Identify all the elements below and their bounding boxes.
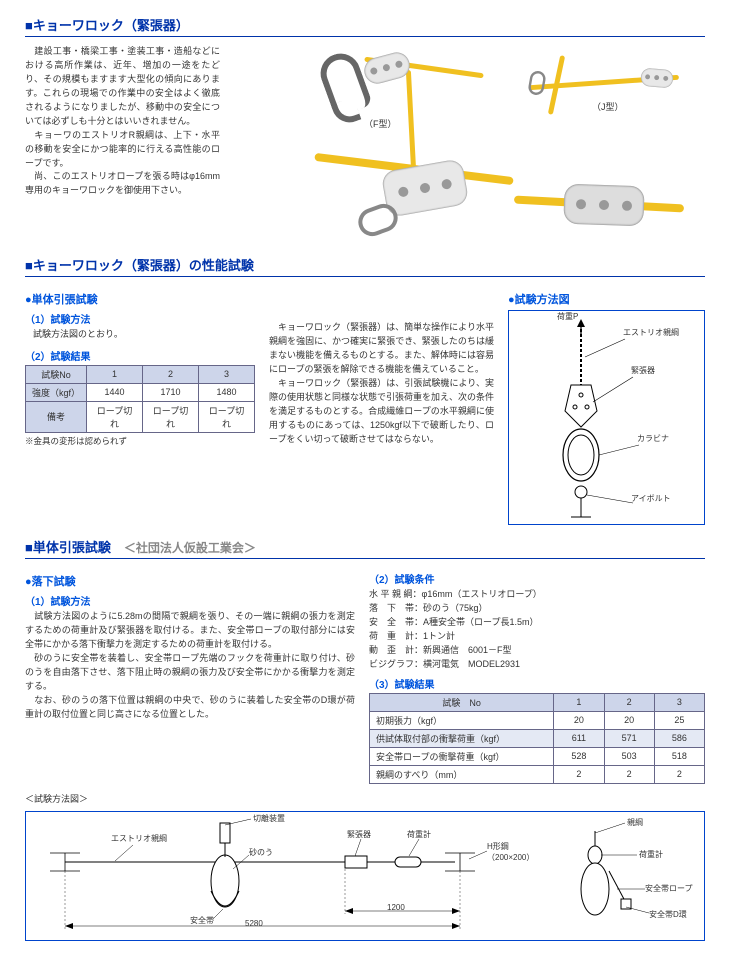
lbl-tens: 緊張器 <box>631 365 655 376</box>
t2r23: 518 <box>654 747 704 765</box>
lbl-rope: エストリオ親綱 <box>623 327 679 338</box>
dl-h: H形鋼 （200×200） <box>487 841 534 863</box>
t1-h2: 2 <box>143 365 199 383</box>
t2r22: 503 <box>604 747 654 765</box>
dl-span1: 5280 <box>245 919 263 928</box>
cond-1: 落 下 帯：砂のう（75kg） <box>369 602 705 616</box>
t2r13: 586 <box>654 729 704 747</box>
cond-5: ビジグラフ：横河電気 MODEL2931 <box>369 658 705 672</box>
section1-body: 建設工事・橋梁工事・塗装工事・造船などにおける高所作業は、近年、増加の一途をたど… <box>25 45 220 255</box>
s3-cond-h: （2）試験条件 <box>369 571 705 586</box>
section3-left: ●落下試験 （1）試験方法 試験方法図のように5.28mの間隔で親綱を張り、その… <box>25 567 355 784</box>
t2r03: 25 <box>654 711 704 729</box>
dl-load2: 荷重計 <box>639 849 663 860</box>
s3-result-h: （3）試験結果 <box>369 676 705 691</box>
dl-belt: 安全帯 <box>190 915 214 926</box>
s3-method-t: 試験方法図のように5.28mの間隔で親綱を張り、その一端に親綱の張力を測定するた… <box>25 610 355 722</box>
t1-h3: 3 <box>198 365 254 383</box>
cond-2: 安 全 帯：A種安全帯（ロープ長1.5m） <box>369 616 705 630</box>
section2-title: ■キョーワロック（緊張器）の性能試験 <box>25 255 705 277</box>
t2-h3: 3 <box>654 693 704 711</box>
dl-sand: 砂のう <box>249 847 273 858</box>
section2-right: ●試験方法図 <box>508 285 705 525</box>
t2r21: 528 <box>554 747 604 765</box>
t2-h1: 1 <box>554 693 604 711</box>
t2r33: 2 <box>654 765 704 783</box>
section2-left: ●単体引張試験 （1）試験方法 試験方法図のとおり。 （2）試験結果 試験No … <box>25 285 255 525</box>
t1-r1-l: 備考 <box>26 401 87 432</box>
t2r32: 2 <box>604 765 654 783</box>
t2r31: 2 <box>554 765 604 783</box>
dl-span2: 1200 <box>387 903 405 912</box>
t1-h1: 1 <box>87 365 143 383</box>
dl-cut: 切離装置 <box>253 813 285 824</box>
t1-r1-3: ロープ切れ <box>198 401 254 432</box>
t2-h2: 2 <box>604 693 654 711</box>
dl-parent: 親綱 <box>627 817 643 828</box>
method-h: （1）試験方法 <box>25 311 255 326</box>
lbl-eye: アイボルト <box>631 493 671 504</box>
drop-title: ●落下試験 <box>25 573 355 589</box>
s3-sub: ＜社団法人仮設工業会＞ <box>124 541 256 555</box>
section3-right: （2）試験条件 水 平 親 綱：φ16mm（エストリオロープ） 落 下 帯：砂の… <box>369 567 705 784</box>
cond-0: 水 平 親 綱：φ16mm（エストリオロープ） <box>369 588 705 602</box>
t2r11: 611 <box>554 729 604 747</box>
cond-list: 水 平 親 綱：φ16mm（エストリオロープ） 落 下 帯：砂のう（75kg） … <box>369 588 705 672</box>
dl-tens: 緊張器 <box>347 829 371 840</box>
t2r2l: 安全帯ロープの衝撃荷重（kgf） <box>370 747 554 765</box>
test-diagram-svg <box>513 317 700 518</box>
t2r1l: 供試体取付部の衝撃荷重（kgf） <box>370 729 554 747</box>
dl-beltrope: 安全帯ロープ <box>645 883 693 894</box>
lbl-p: 荷重P <box>557 311 578 322</box>
t1-r0-2: 1710 <box>143 383 199 401</box>
unit-test-title: ●単体引張試験 <box>25 291 255 307</box>
lbl-cara: カラビナ <box>637 433 669 444</box>
t2r12: 571 <box>604 729 654 747</box>
t1-r1-2: ロープ切れ <box>143 401 199 432</box>
t1-r0-l: 強度（kgf） <box>26 383 87 401</box>
t1-r1-1: ロープ切れ <box>87 401 143 432</box>
t1-r0-1: 1440 <box>87 383 143 401</box>
s3-t: ■単体引張試験 <box>25 540 111 555</box>
diagram3: エストリオ親綱 切離装置 砂のう 安全帯 緊張器 荷重計 H形鋼 （200×20… <box>25 811 705 944</box>
t2-h0: 試験 No <box>370 693 554 711</box>
result-table-2: 試験 No 1 2 3 初期張力（kgf）202025 供試体取付部の衝撃荷重（… <box>369 693 705 784</box>
section1-title: ■キョーワロック（緊張器） <box>25 15 705 37</box>
result-h: （2）試験結果 <box>25 348 255 363</box>
t2r02: 20 <box>604 711 654 729</box>
section2-body: キョーワロック（緊張器）は、簡単な操作により水平親綱を強固に、かつ確実に緊張でき… <box>269 321 494 446</box>
t2r0l: 初期張力（kgf） <box>370 711 554 729</box>
result-table-1: 試験No 1 2 3 強度（kgf） 1440 1710 1480 備考 ロープ… <box>25 365 255 433</box>
section2-mid: キョーワロック（緊張器）は、簡単な操作により水平親綱を強固に、かつ確実に緊張でき… <box>269 285 494 525</box>
dl-load: 荷重計 <box>407 829 431 840</box>
product-photos: （F型） （J型） <box>234 45 705 255</box>
t2r01: 20 <box>554 711 604 729</box>
f-label: （F型） <box>364 117 397 130</box>
table-note: ※金具の変形は認められず <box>25 435 255 447</box>
section3-title: ■単体引張試験 ＜社団法人仮設工業会＞ <box>25 537 705 559</box>
j-label: （J型） <box>592 100 624 113</box>
diag-title: ●試験方法図 <box>508 291 705 307</box>
s3-method-h: （1）試験方法 <box>25 593 355 608</box>
intro-text: 建設工事・橋梁工事・塗装工事・造船などにおける高所作業は、近年、増加の一途をたど… <box>25 45 220 198</box>
t2r3l: 親綱のすべり（mm） <box>370 765 554 783</box>
t1-r0-3: 1480 <box>198 383 254 401</box>
diag3-title: ＜試験方法図＞ <box>25 792 705 805</box>
dl-dring: 安全帯D環 <box>649 909 687 920</box>
cond-3: 荷 重 計：1トン計 <box>369 630 705 644</box>
method-t: 試験方法図のとおり。 <box>25 328 255 342</box>
dl-rope: エストリオ親綱 <box>111 833 167 844</box>
cond-4: 動 歪 計：新興通信 6001－F型 <box>369 644 705 658</box>
t1-h0: 試験No <box>26 365 87 383</box>
